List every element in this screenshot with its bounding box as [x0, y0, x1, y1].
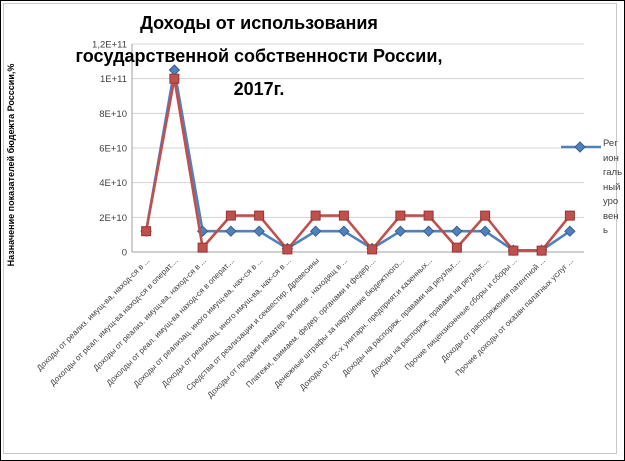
series-line-0	[144, 69, 571, 252]
marker-diamond-icon	[309, 225, 322, 237]
legend-label-line: ный	[603, 181, 621, 193]
legend-label-line: ь	[603, 225, 608, 236]
marker-square-icon	[310, 210, 321, 221]
y-tick-label: 2E+10	[99, 213, 127, 224]
x-category-label: Доходы от реализац. иного имущ-ва, нах-с…	[132, 256, 265, 389]
marker-square-icon	[451, 242, 462, 253]
marker-diamond-icon	[225, 225, 237, 237]
legend-label-line: ион	[603, 152, 619, 164]
y-tick-label: 8E+10	[99, 109, 127, 120]
marker-diamond-icon	[394, 225, 407, 237]
y-axis-title: Назначение показателей бюдежта Росссии,%	[6, 63, 16, 267]
y-tick-label: 0	[122, 248, 127, 259]
x-category-label: Платежи, взимаем. федер. органами и феде…	[244, 256, 377, 389]
marker-diamond-icon	[451, 225, 463, 237]
legend-label-line: вен	[603, 210, 619, 222]
marker-diamond-icon	[168, 64, 181, 76]
marker-square-icon	[169, 73, 180, 84]
x-category-label: Доходы от реализац. иного имущ-ва, нах-с…	[160, 256, 293, 389]
marker-square-icon	[282, 244, 293, 255]
x-category-label: Средства от реализации и секвестир. Древ…	[185, 256, 322, 393]
marker-diamond-icon	[338, 225, 350, 237]
marker-square-icon	[141, 226, 152, 237]
marker-square-icon	[367, 244, 378, 255]
x-category-label: Дохолды от реал. имущ-ва наход-ся в опер…	[48, 256, 180, 388]
y-tick-label: 6E+10	[99, 144, 127, 155]
marker-square-icon	[536, 245, 547, 256]
marker-square-icon	[564, 210, 575, 221]
legend-line-marker-icon	[561, 141, 601, 153]
marker-square-icon	[197, 242, 208, 253]
marker-square-icon	[480, 210, 491, 221]
chart-area-border	[3, 3, 617, 454]
marker-diamond-icon	[422, 225, 435, 237]
marker-square-icon	[508, 245, 519, 256]
marker-square-icon	[395, 210, 406, 221]
y-tick-label: 1E+11	[100, 74, 127, 85]
marker-square-icon	[225, 210, 236, 221]
y-tick-label: 4E+10	[99, 178, 127, 189]
legend-label-line: уро	[603, 196, 619, 207]
x-category-label: Доходы от гос-х унитарн. предприят.и каз…	[298, 256, 434, 392]
marker-diamond-icon	[253, 225, 265, 237]
marker-square-icon	[254, 210, 265, 221]
x-category-label: Денежные штрафы за нарушение бюдежтного.…	[272, 256, 405, 389]
legend-label-line: Рег	[603, 138, 618, 149]
y-tick-label: 1,2E+11	[92, 40, 127, 51]
legend-label-line: галь	[603, 167, 623, 178]
series-line-1	[144, 78, 571, 252]
legend-label: Рег ион галь ный уро вен ь	[603, 137, 624, 239]
marker-square-icon	[423, 210, 434, 221]
marker-diamond-icon	[479, 225, 491, 237]
marker-diamond-icon	[564, 225, 576, 237]
x-category-label: Доходы от распоряжения патентной ...	[439, 256, 547, 364]
marker-square-icon	[338, 210, 349, 221]
